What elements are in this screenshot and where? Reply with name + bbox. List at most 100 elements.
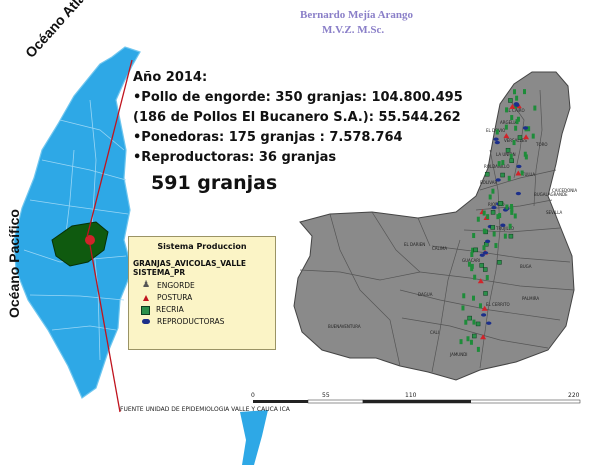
farm-reproductoras-marker xyxy=(481,313,487,317)
farm-engorde-marker xyxy=(523,89,527,95)
farm-engorde-marker xyxy=(470,252,474,258)
connector-line-top xyxy=(86,59,133,238)
valle-highlight xyxy=(51,221,109,267)
farm-engorde-marker xyxy=(472,295,476,301)
farm-recria-marker xyxy=(490,225,495,230)
scale-tick-label: 0 xyxy=(251,392,255,399)
farm-postura-marker xyxy=(509,103,516,109)
scale-tick-label: 55 xyxy=(322,392,330,399)
farm-engorde-marker xyxy=(510,203,514,209)
legend-field: SISTEMA_PR xyxy=(133,268,186,277)
farm-engorde-marker xyxy=(472,319,476,325)
farm-engorde-marker xyxy=(505,204,509,210)
farm-engorde-marker xyxy=(512,140,516,146)
stats-year: Año 2014: xyxy=(133,70,208,85)
stats-line: •Reproductoras: 36 granjas xyxy=(133,150,337,165)
colombia-map xyxy=(13,46,141,399)
farm-engorde-marker xyxy=(471,247,475,253)
farm-engorde-marker xyxy=(462,293,466,299)
postura-triangle-icon xyxy=(141,293,151,303)
reproductoras-oval-icon xyxy=(141,317,151,327)
farm-engorde-marker xyxy=(505,107,509,113)
farm-engorde-marker xyxy=(486,214,490,220)
stats-block: Año 2014: •Pollo de engorde: 350 granjas… xyxy=(133,68,463,193)
farm-engorde-marker xyxy=(533,105,537,111)
municipality-label: BUGALAGRANDE xyxy=(534,192,568,197)
municipality-label: DAGUA xyxy=(418,292,433,297)
farm-engorde-marker xyxy=(515,119,519,125)
farm-engorde-marker xyxy=(467,261,471,267)
farm-recria-marker xyxy=(467,315,472,321)
farm-recria-marker xyxy=(483,291,488,296)
municipality-label: TRUJILLO xyxy=(495,226,514,231)
farm-engorde-marker xyxy=(496,214,500,220)
scale-tick-label: 220 xyxy=(568,392,580,399)
farm-recria-marker xyxy=(500,172,505,178)
farm-recria-marker xyxy=(473,247,478,253)
farm-engorde-marker xyxy=(485,275,489,281)
municipality-label: PALMIRA xyxy=(522,296,539,301)
municipality-label: VERSALLES xyxy=(504,138,527,143)
farm-recria-marker xyxy=(508,233,514,239)
farm-engorde-marker xyxy=(510,115,514,121)
farm-postura-marker xyxy=(480,334,487,340)
legend-layer: GRANJAS_AVICOLAS_VALLE xyxy=(133,259,247,268)
farm-recria-marker xyxy=(490,210,496,215)
farm-reproductoras-marker xyxy=(479,253,485,257)
map-legend: Sistema Produccion GRANJAS_AVICOLAS_VALL… xyxy=(128,236,276,350)
farm-engorde-marker xyxy=(472,233,476,239)
farm-engorde-marker xyxy=(482,228,486,234)
municipality-label: CAICEDONIA xyxy=(552,188,577,193)
farm-engorde-marker xyxy=(513,213,517,219)
farm-engorde-marker xyxy=(510,206,514,212)
municipality-label: ROLDANILLO xyxy=(484,164,510,169)
municipality-label: JAMUNDI xyxy=(449,352,467,357)
stats-line: •Pollo de engorde: 350 granjas: 104.800.… xyxy=(133,90,463,105)
farm-engorde-marker xyxy=(469,339,473,345)
recria-square-icon xyxy=(141,305,150,315)
farm-engorde-marker xyxy=(488,194,492,200)
farm-recria-marker xyxy=(498,201,503,206)
municipality-label: LA UNION xyxy=(496,152,516,157)
legend-item-label: ENGORDE xyxy=(157,281,195,290)
farm-engorde-marker xyxy=(523,151,527,157)
farm-reproductoras-marker xyxy=(491,205,497,210)
farm-engorde-marker xyxy=(520,170,524,176)
farm-recria-marker xyxy=(497,260,502,265)
farm-reproductoras-marker xyxy=(495,178,501,182)
farm-engorde-marker xyxy=(478,303,482,309)
farm-engorde-marker xyxy=(504,124,508,130)
farm-recria-marker xyxy=(475,321,481,327)
municipality-label: TORO xyxy=(535,142,548,147)
legend-item-label: RECRIA xyxy=(156,305,184,314)
farm-engorde-marker xyxy=(466,336,470,342)
farm-engorde-marker xyxy=(508,223,512,229)
farm-engorde-marker xyxy=(501,160,505,166)
scale-bar xyxy=(253,399,581,404)
farm-engorde-marker xyxy=(476,346,480,352)
municipality-label: CALI xyxy=(430,330,439,335)
farm-reproductoras-marker xyxy=(513,102,519,106)
farm-engorde-marker xyxy=(492,231,496,237)
farm-reproductoras-marker xyxy=(516,164,522,169)
farm-reproductoras-marker xyxy=(482,251,489,255)
farm-engorde-marker xyxy=(514,125,518,131)
farm-engorde-marker xyxy=(476,216,480,222)
municipality-label: EL DARIEN xyxy=(404,242,425,247)
farm-reproductoras-marker xyxy=(500,223,506,227)
farm-engorde-marker xyxy=(515,95,519,101)
engorde-icon xyxy=(141,279,151,291)
stats-line: (186 de Pollos El Bucanero S.A.): 55.544… xyxy=(133,110,461,125)
farm-engorde-marker xyxy=(495,129,499,135)
farm-recria-marker xyxy=(484,171,490,177)
municipality-labels: EL CAIRO ARGELIA EL DOVIO VERSALLES TORO LA U… xyxy=(328,108,577,357)
scale-tick-label: 110 xyxy=(405,392,417,399)
legend-title: Sistema Produccion xyxy=(157,242,247,251)
municipality-borders xyxy=(299,89,575,373)
legend-item-label: REPRODUCTORAS xyxy=(157,317,225,326)
farm-engorde-marker xyxy=(464,319,468,325)
farm-recria-marker xyxy=(505,147,511,153)
stats-line: •Ponedoras: 175 granjas : 7.578.764 xyxy=(133,130,403,145)
farm-engorde-marker xyxy=(507,175,511,181)
